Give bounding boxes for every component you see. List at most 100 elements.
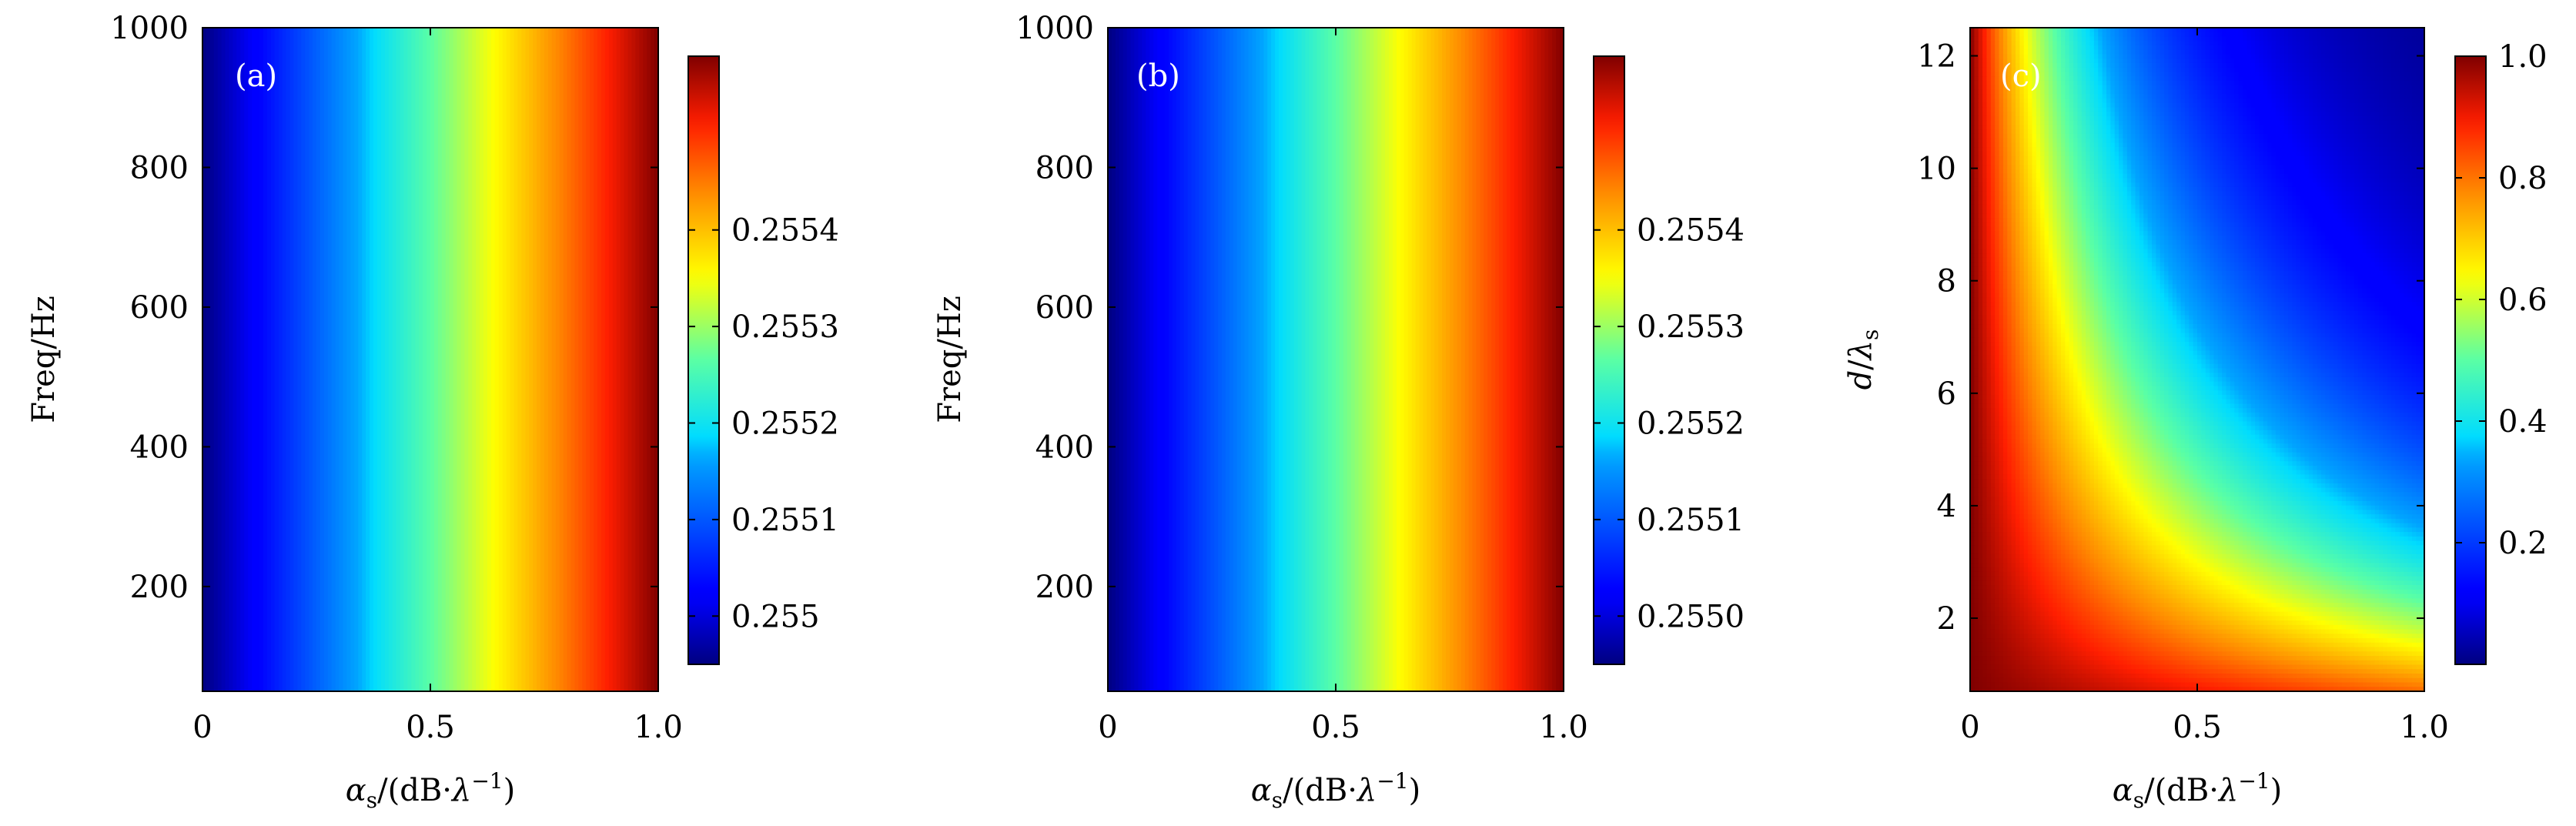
heatmap-cell — [2300, 99, 2305, 103]
heatmap-cell — [1974, 50, 1979, 55]
heatmap-cell — [1355, 28, 1360, 691]
heatmap-cell — [2061, 129, 2066, 134]
heatmap-cell — [2292, 125, 2297, 129]
heatmap-cell — [2061, 192, 2066, 196]
heatmap-cell — [2404, 85, 2408, 90]
heatmap-cell — [2404, 89, 2408, 94]
heatmap-cell — [2189, 36, 2193, 41]
heatmap-cell — [2230, 112, 2235, 116]
x-axis-label: αs/(dB·λ−1) — [346, 768, 515, 813]
heatmap-cell — [2106, 63, 2111, 68]
heatmap-cell — [2333, 81, 2338, 85]
heatmap-cell — [2012, 121, 2016, 125]
heatmap-cell — [2333, 107, 2338, 112]
heatmap-cell — [2094, 36, 2099, 41]
heatmap-cell — [2330, 36, 2334, 41]
heatmap-cell — [2143, 187, 2148, 192]
heatmap-cell — [2259, 72, 2263, 76]
heatmap-cell — [2367, 192, 2371, 196]
heatmap-cell — [2103, 129, 2107, 134]
heatmap-cell — [2061, 107, 2066, 112]
heatmap-cell — [2337, 41, 2342, 45]
heatmap-cell — [2239, 205, 2243, 209]
heatmap-cell — [2164, 129, 2169, 134]
heatmap-cell — [2367, 129, 2371, 134]
heatmap-cell — [2139, 200, 2144, 205]
heatmap-cell — [2272, 152, 2277, 156]
heatmap-cell — [2103, 134, 2107, 139]
heatmap-cell — [2077, 125, 2082, 129]
heatmap-cell — [2330, 156, 2334, 161]
heatmap-cell — [2243, 152, 2247, 156]
heatmap-cell — [2024, 45, 2029, 50]
heatmap-cell — [2297, 89, 2301, 94]
heatmap-cell — [2297, 103, 2301, 108]
heatmap-cell — [2168, 94, 2173, 99]
heatmap-cell — [2246, 182, 2251, 187]
heatmap-cell — [2222, 68, 2226, 72]
heatmap-cell — [2363, 50, 2367, 55]
heatmap-cell — [2297, 139, 2301, 143]
heatmap-cell — [2276, 45, 2280, 50]
heatmap-cell — [2280, 36, 2284, 41]
heatmap-cell — [2404, 152, 2408, 156]
heatmap-cell — [2019, 121, 2024, 125]
heatmap-cell — [2103, 116, 2107, 121]
heatmap-cell — [2156, 147, 2160, 152]
heatmap-cell — [2012, 205, 2016, 209]
heatmap-cell — [2313, 45, 2317, 50]
heatmap-cell — [2168, 187, 2173, 192]
heatmap-cell — [2400, 165, 2404, 169]
heatmap-cell — [2012, 32, 2016, 37]
heatmap-cell — [2003, 121, 2008, 125]
heatmap-cell — [2032, 196, 2036, 200]
heatmap-cell — [2370, 142, 2375, 147]
heatmap-cell — [2082, 89, 2086, 94]
heatmap-cell — [2016, 200, 2020, 205]
heatmap-cell — [2106, 213, 2111, 218]
heatmap-cell — [2412, 134, 2417, 139]
heatmap-cell — [2210, 187, 2214, 192]
heatmap-cell — [2226, 36, 2231, 41]
heatmap-cell — [2297, 134, 2301, 139]
heatmap-cell — [2358, 129, 2363, 134]
heatmap-cell — [2193, 45, 2198, 50]
heatmap-cell — [2206, 54, 2210, 59]
heatmap-cell — [2201, 121, 2206, 125]
heatmap-cell — [2193, 142, 2198, 147]
heatmap-cell — [2073, 205, 2078, 209]
heatmap-cell — [2164, 59, 2169, 63]
heatmap-cell — [2255, 209, 2260, 214]
heatmap-cell — [2367, 50, 2371, 55]
heatmap-cell — [2321, 89, 2326, 94]
heatmap-cell — [2103, 72, 2107, 76]
heatmap-cell — [2370, 103, 2375, 108]
heatmap-cell — [2350, 196, 2354, 200]
heatmap-cell — [2387, 99, 2392, 103]
heatmap-cell — [2115, 147, 2119, 152]
heatmap-cell — [438, 28, 443, 691]
heatmap-cell — [2304, 116, 2309, 121]
heatmap-cell — [2246, 209, 2251, 214]
heatmap-cell — [2251, 200, 2256, 205]
heatmap-cell — [2127, 178, 2132, 182]
heatmap-cell — [2024, 32, 2029, 37]
heatmap-cell — [2391, 125, 2396, 129]
heatmap-cell — [2110, 213, 2115, 218]
heatmap-cell — [2176, 196, 2181, 200]
heatmap-cell — [2395, 178, 2400, 182]
heatmap-cell — [2304, 107, 2309, 112]
heatmap-cell — [1188, 28, 1193, 691]
heatmap-cell — [2061, 152, 2066, 156]
heatmap-cell — [2317, 209, 2322, 214]
heatmap-cell — [2280, 187, 2284, 192]
heatmap-cell — [2206, 50, 2210, 55]
heatmap-cell — [2123, 147, 2127, 152]
heatmap-cell — [2181, 160, 2186, 165]
heatmap-cell — [2226, 156, 2231, 161]
heatmap-cell — [2404, 182, 2408, 187]
heatmap-cell — [503, 28, 507, 691]
heatmap-cell — [2160, 142, 2165, 147]
heatmap-cell — [2395, 169, 2400, 174]
heatmap-cell — [1465, 28, 1470, 691]
